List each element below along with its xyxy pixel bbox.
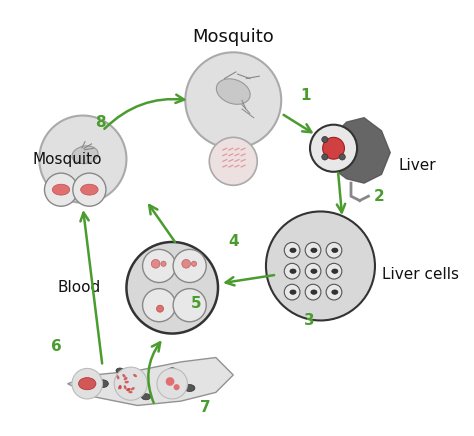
Text: 6: 6 — [51, 339, 62, 354]
Circle shape — [73, 173, 106, 206]
Ellipse shape — [290, 269, 296, 273]
Ellipse shape — [290, 290, 296, 294]
Ellipse shape — [116, 368, 124, 373]
Circle shape — [305, 242, 321, 258]
Circle shape — [323, 137, 345, 159]
Text: 7: 7 — [200, 400, 210, 415]
Ellipse shape — [290, 248, 296, 252]
Ellipse shape — [128, 391, 133, 393]
Text: 1: 1 — [300, 89, 310, 103]
Ellipse shape — [126, 388, 130, 391]
Circle shape — [305, 263, 321, 279]
Text: 5: 5 — [191, 296, 201, 310]
Ellipse shape — [127, 388, 131, 391]
Circle shape — [322, 154, 328, 160]
Circle shape — [191, 261, 197, 266]
Circle shape — [322, 136, 328, 143]
Circle shape — [143, 249, 176, 283]
Circle shape — [173, 384, 180, 390]
Ellipse shape — [119, 385, 122, 389]
Ellipse shape — [118, 385, 121, 389]
Text: Liver cells: Liver cells — [382, 267, 458, 282]
Circle shape — [173, 289, 206, 322]
Circle shape — [326, 242, 342, 258]
Ellipse shape — [184, 385, 195, 392]
Circle shape — [45, 173, 78, 206]
Circle shape — [284, 242, 300, 258]
Ellipse shape — [52, 184, 70, 195]
Circle shape — [210, 137, 257, 185]
Ellipse shape — [131, 387, 135, 390]
Ellipse shape — [133, 374, 137, 377]
Circle shape — [39, 116, 127, 203]
Ellipse shape — [81, 184, 98, 195]
Text: 3: 3 — [304, 313, 315, 328]
Circle shape — [161, 261, 166, 266]
Circle shape — [72, 368, 102, 399]
Text: Mosquito: Mosquito — [192, 28, 274, 46]
Text: 2: 2 — [374, 189, 385, 204]
Ellipse shape — [311, 290, 317, 294]
Text: 4: 4 — [228, 235, 238, 249]
Circle shape — [182, 259, 191, 268]
Circle shape — [166, 377, 174, 386]
Circle shape — [326, 284, 342, 300]
Polygon shape — [320, 118, 390, 183]
Ellipse shape — [216, 79, 250, 104]
Text: Mosquito: Mosquito — [33, 152, 102, 167]
Ellipse shape — [332, 290, 338, 294]
Circle shape — [151, 259, 160, 268]
Ellipse shape — [97, 380, 109, 388]
Ellipse shape — [332, 269, 338, 273]
Circle shape — [185, 52, 281, 148]
Circle shape — [157, 368, 188, 399]
Text: Liver: Liver — [399, 158, 437, 173]
Circle shape — [127, 242, 218, 334]
Ellipse shape — [117, 375, 119, 379]
Ellipse shape — [332, 248, 338, 252]
Ellipse shape — [168, 368, 176, 373]
Ellipse shape — [124, 377, 128, 380]
Circle shape — [326, 263, 342, 279]
Circle shape — [156, 305, 164, 312]
Text: Blood: Blood — [57, 280, 100, 295]
Circle shape — [284, 263, 300, 279]
Circle shape — [143, 289, 176, 322]
Circle shape — [284, 284, 300, 300]
Circle shape — [310, 125, 357, 172]
Circle shape — [339, 154, 346, 160]
Ellipse shape — [125, 381, 129, 383]
Ellipse shape — [311, 248, 317, 252]
Circle shape — [173, 249, 206, 283]
Circle shape — [266, 211, 375, 320]
Circle shape — [305, 284, 321, 300]
Ellipse shape — [72, 146, 98, 164]
Ellipse shape — [122, 374, 126, 378]
Ellipse shape — [141, 394, 151, 400]
Ellipse shape — [124, 385, 127, 389]
Polygon shape — [68, 358, 233, 405]
Ellipse shape — [311, 269, 317, 273]
Ellipse shape — [79, 378, 96, 390]
Circle shape — [114, 367, 147, 400]
Text: 8: 8 — [95, 115, 106, 129]
